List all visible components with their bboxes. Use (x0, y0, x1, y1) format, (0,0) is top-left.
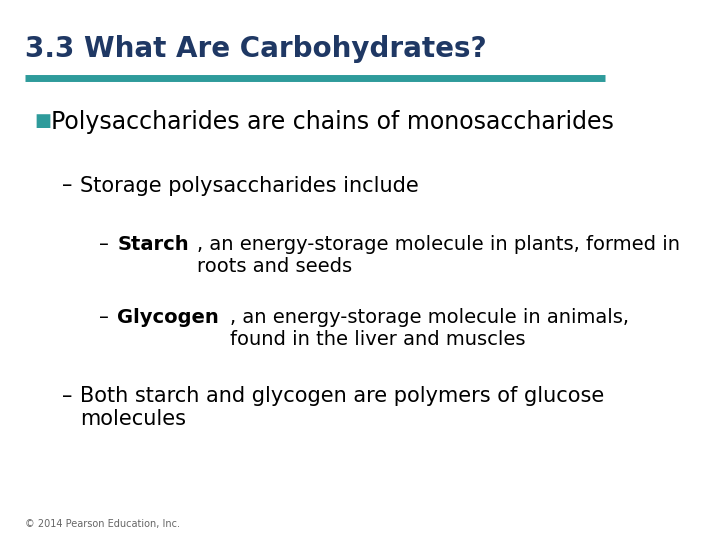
Text: ■: ■ (34, 112, 51, 131)
Text: Storage polysaccharides include: Storage polysaccharides include (80, 176, 419, 195)
Text: –: – (62, 176, 72, 195)
Text: , an energy-storage molecule in plants, formed in
roots and seeds: , an energy-storage molecule in plants, … (197, 235, 680, 276)
Text: , an energy-storage molecule in animals,
found in the liver and muscles: , an energy-storage molecule in animals,… (230, 308, 629, 349)
Text: Starch: Starch (117, 235, 189, 254)
Text: © 2014 Pearson Education, Inc.: © 2014 Pearson Education, Inc. (24, 519, 180, 529)
Text: –: – (99, 308, 109, 327)
Text: –: – (62, 386, 72, 406)
Text: Both starch and glycogen are polymers of glucose
molecules: Both starch and glycogen are polymers of… (80, 386, 605, 429)
Text: 3.3 What Are Carbohydrates?: 3.3 What Are Carbohydrates? (24, 35, 486, 63)
Text: –: – (99, 235, 109, 254)
Text: Glycogen: Glycogen (117, 308, 219, 327)
Text: Polysaccharides are chains of monosaccharides: Polysaccharides are chains of monosaccha… (50, 110, 613, 133)
